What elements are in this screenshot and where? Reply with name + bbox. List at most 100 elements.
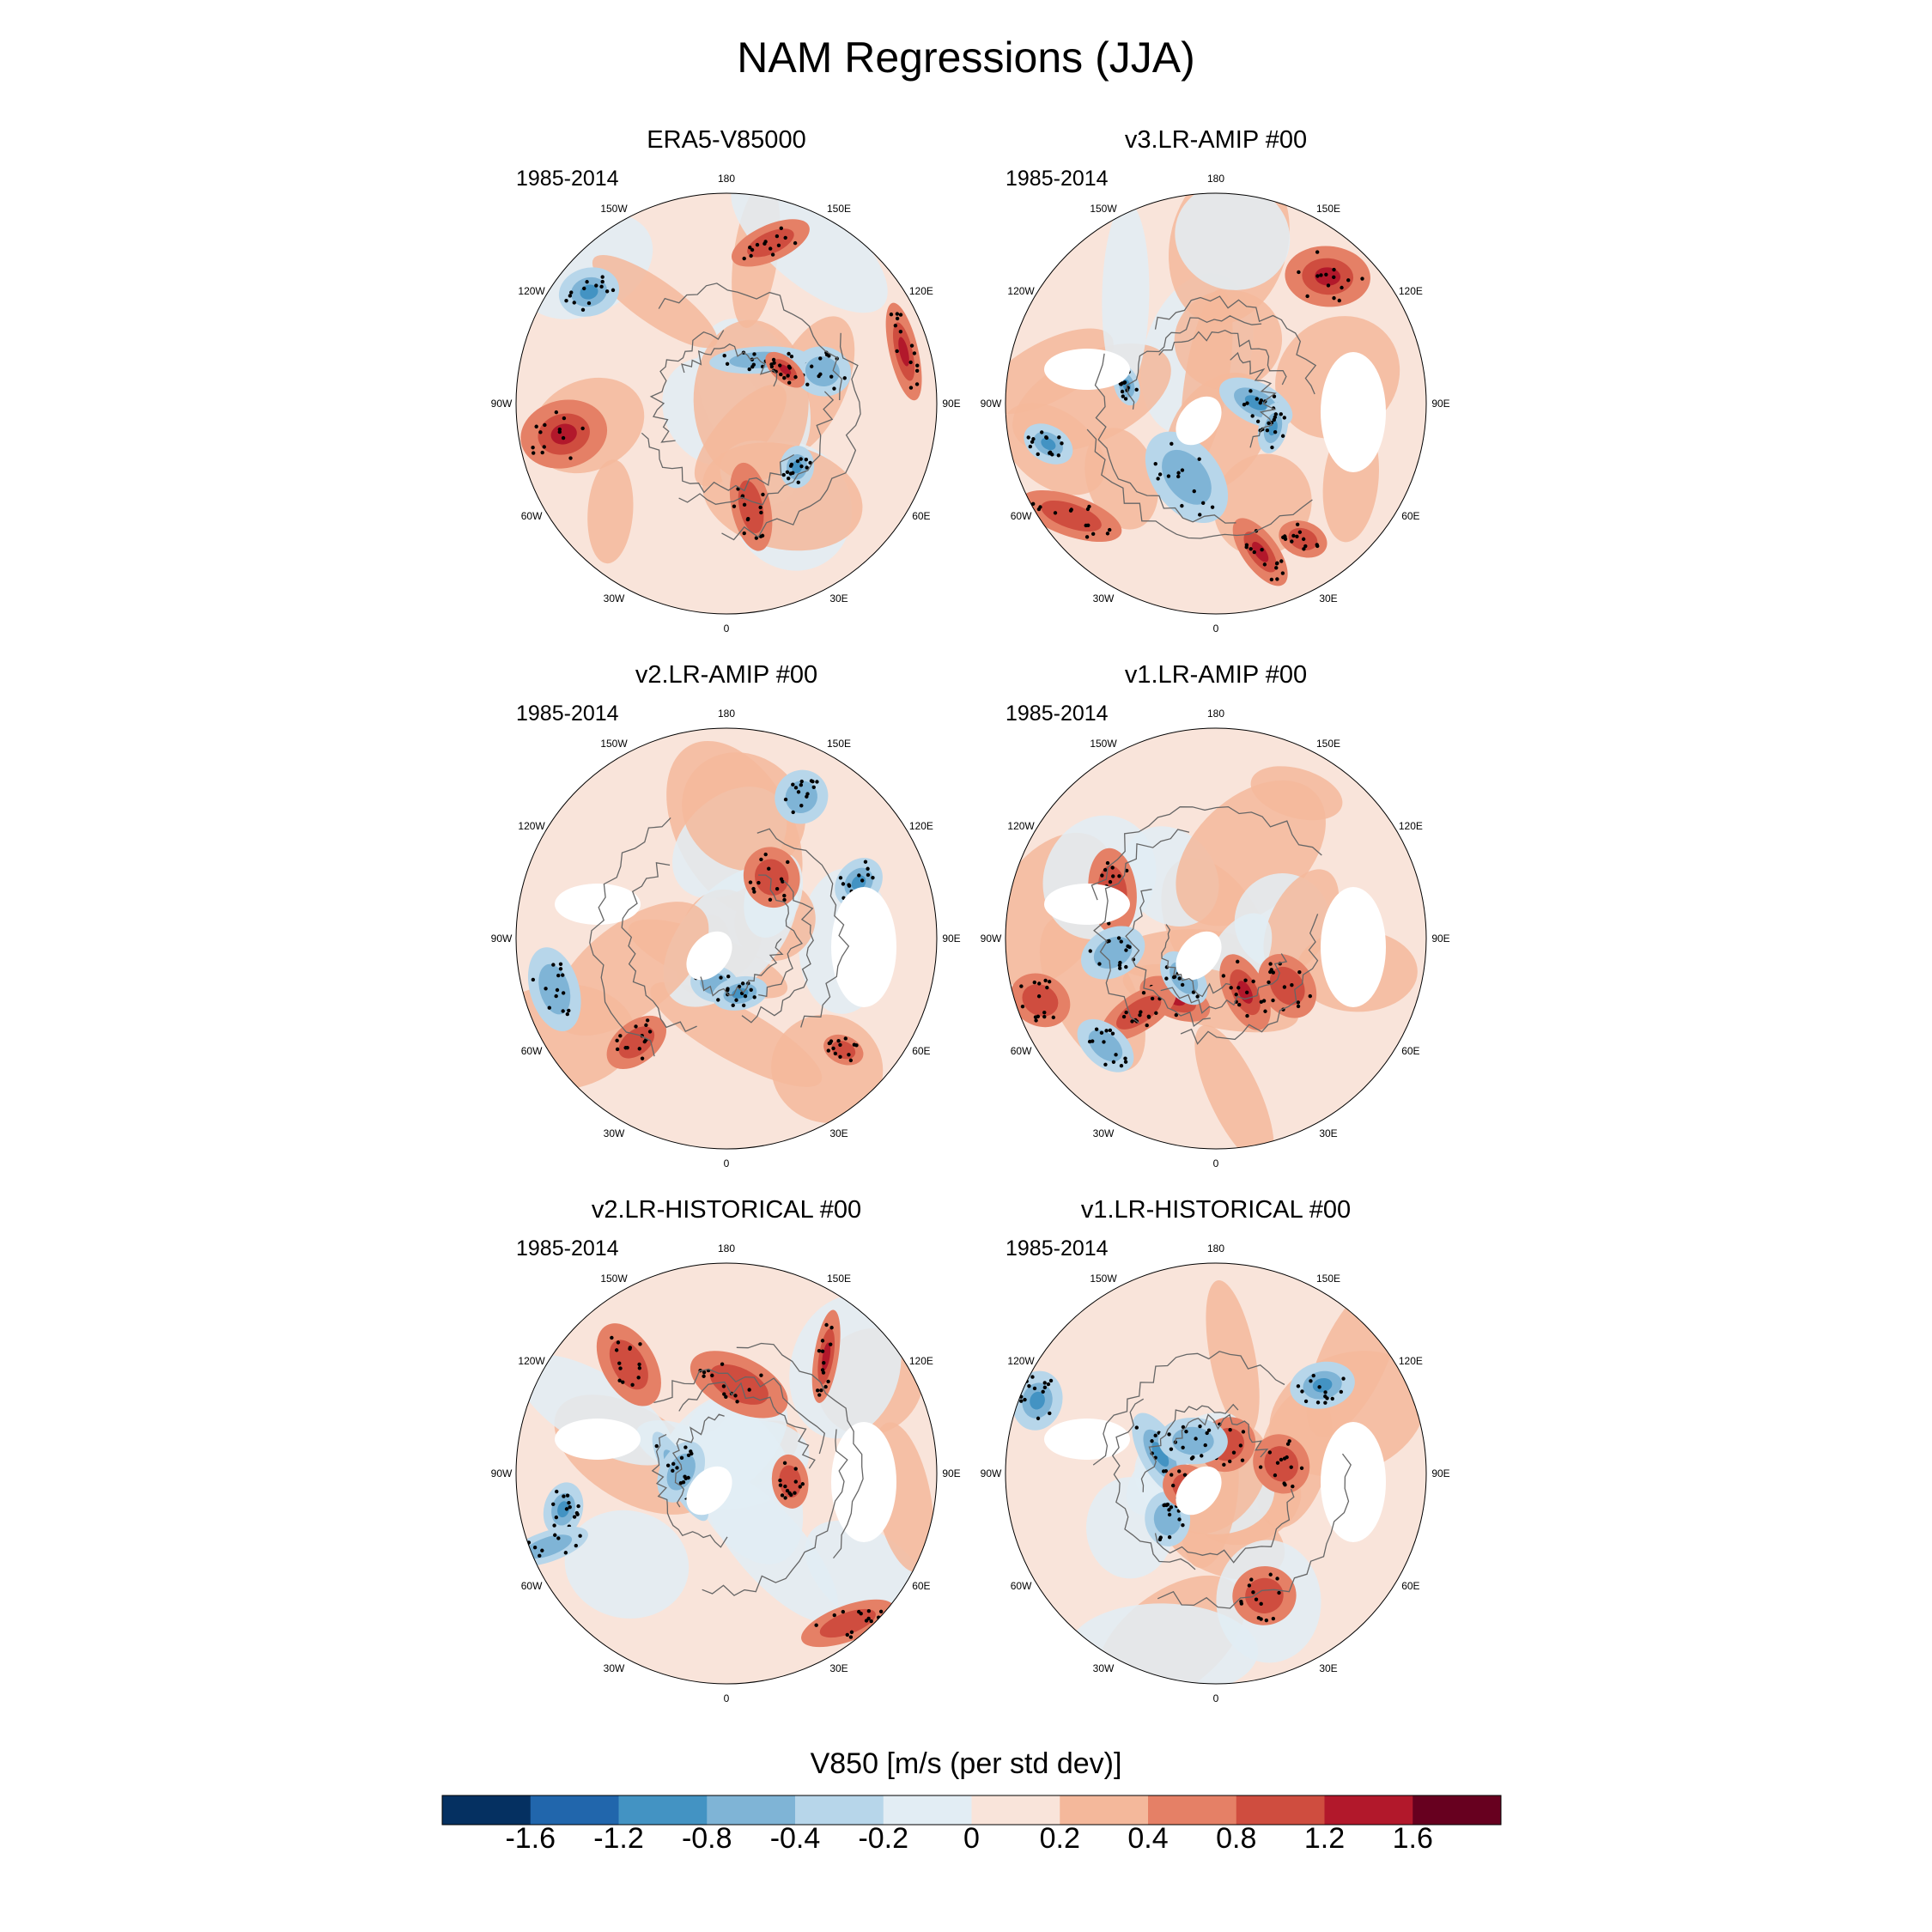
significance-dot — [1150, 996, 1155, 1001]
significance-dot — [1277, 1590, 1281, 1595]
significance-dot — [556, 973, 561, 978]
significance-dot — [748, 246, 752, 250]
significance-dot — [759, 510, 763, 515]
significance-dot — [763, 240, 768, 244]
anomaly-core — [1088, 1030, 1123, 1062]
significance-dot — [782, 1461, 787, 1466]
significance-dot — [778, 363, 782, 368]
coastline — [1154, 1488, 1295, 1564]
significance-dot — [1273, 1473, 1278, 1478]
significance-dot — [675, 1466, 679, 1470]
significance-dot — [1177, 1469, 1182, 1473]
missing-data-mask — [1321, 887, 1386, 1007]
significance-dot — [751, 886, 756, 891]
significance-dot — [544, 987, 548, 991]
colorbar-tick-label: -0.2 — [858, 1822, 909, 1855]
significance-dot — [557, 427, 562, 432]
significance-dot — [799, 783, 804, 787]
significance-dot — [1280, 571, 1285, 575]
significance-dot — [543, 422, 547, 428]
significance-dot — [1157, 472, 1163, 477]
significance-dot — [878, 1609, 884, 1613]
significance-dot — [623, 1046, 628, 1050]
significance-dot — [817, 1393, 822, 1397]
significance-dot — [1123, 1056, 1127, 1060]
significance-dot — [710, 1373, 714, 1378]
significance-dot — [1177, 1517, 1182, 1522]
significance-dot — [562, 1494, 566, 1498]
significance-dot — [758, 505, 762, 510]
significance-dot — [665, 1463, 671, 1467]
longitude-label: 120E — [908, 820, 933, 832]
significance-dot — [829, 374, 834, 379]
significance-dot — [1019, 1399, 1024, 1403]
significance-dot — [1167, 1508, 1171, 1512]
significance-dot — [599, 284, 604, 289]
significance-dot — [1124, 868, 1129, 873]
significance-dot — [793, 240, 798, 246]
significance-dot — [1050, 453, 1054, 457]
significance-dot — [776, 243, 781, 247]
significance-dot — [561, 1009, 565, 1013]
significance-dot — [1252, 550, 1256, 555]
panel-period: 1985-2014 — [1005, 702, 1109, 726]
map-border — [515, 192, 938, 615]
significance-dot — [769, 364, 775, 369]
significance-dot — [1319, 273, 1323, 277]
significance-dot — [1122, 380, 1127, 385]
significance-dot — [1181, 1445, 1185, 1449]
significance-dot — [1290, 539, 1294, 544]
significance-dot — [637, 1047, 641, 1051]
significance-dot — [1176, 471, 1181, 475]
significance-dot — [1046, 1382, 1051, 1387]
panel-period: 1985-2014 — [516, 702, 619, 726]
significance-dot — [799, 464, 804, 469]
coastline — [700, 938, 784, 997]
significance-dot — [742, 531, 746, 536]
anomaly-patch — [564, 1510, 690, 1619]
significance-dot — [1163, 1469, 1169, 1473]
significance-dot — [1121, 1014, 1127, 1019]
significance-dot — [793, 1491, 797, 1495]
significance-dot — [569, 290, 574, 295]
longitude-label: 120W — [518, 285, 545, 297]
significance-dot — [547, 1005, 551, 1010]
significance-dot — [785, 1488, 790, 1493]
anomaly-core — [785, 781, 817, 813]
significance-dot — [580, 426, 585, 431]
coastline — [702, 1429, 848, 1596]
colorbar-tick-label: -1.2 — [593, 1822, 644, 1855]
significance-dot — [908, 360, 913, 365]
significance-dot — [821, 1370, 826, 1375]
significance-dot — [1150, 1439, 1154, 1443]
coastline — [1086, 428, 1313, 539]
significance-dot — [749, 987, 753, 992]
significance-dot — [1249, 389, 1253, 393]
significance-dot — [854, 1043, 859, 1048]
significance-dot — [751, 362, 756, 367]
significance-dot — [1158, 1535, 1163, 1540]
coastline — [1158, 329, 1287, 386]
panel-title: v1.LR-AMIP #00 — [1124, 661, 1308, 689]
significance-dot — [1268, 962, 1273, 966]
significance-dot — [578, 1534, 582, 1538]
significance-dot — [805, 382, 810, 386]
significance-dot — [1033, 1015, 1038, 1019]
anomaly-core — [1153, 1502, 1182, 1536]
significance-dot — [915, 363, 920, 368]
significance-dot — [1053, 511, 1058, 515]
significance-dot — [654, 1443, 659, 1449]
significance-dot — [786, 374, 790, 378]
significance-dot — [793, 786, 799, 790]
significance-dot — [1210, 505, 1215, 509]
significance-dot — [671, 1461, 676, 1467]
significance-dot — [1044, 435, 1049, 440]
missing-data-mask — [1321, 1422, 1386, 1542]
longitude-label: 120W — [1007, 820, 1035, 832]
significance-dot — [1124, 964, 1128, 969]
missing-data-mask — [1044, 884, 1130, 925]
significance-dot — [761, 492, 765, 497]
map-border — [1005, 1262, 1427, 1685]
significance-dot — [768, 246, 773, 251]
